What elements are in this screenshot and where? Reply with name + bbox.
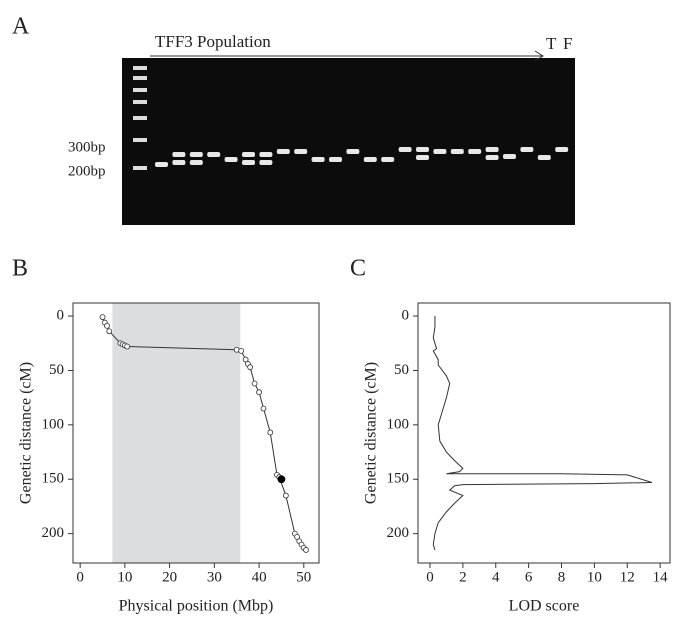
ladder-band	[133, 66, 147, 70]
x-tick-label: 40	[252, 569, 267, 585]
point	[242, 356, 249, 363]
panel-label: C	[350, 256, 366, 282]
y-tick-label: 50	[49, 362, 64, 378]
gel-band	[189, 152, 203, 157]
point	[124, 343, 131, 350]
gel	[122, 58, 575, 225]
point	[247, 364, 254, 371]
point	[267, 429, 274, 436]
size-label: 200bp	[68, 163, 106, 179]
x-tick-label: 20	[162, 569, 177, 585]
gel-band	[155, 162, 168, 167]
point	[277, 475, 286, 484]
gel-band	[276, 149, 290, 154]
point	[283, 492, 289, 499]
gel-band	[450, 149, 464, 154]
y-axis-label: Genetic distance (cM)	[18, 362, 35, 504]
x-tick-label: 0	[76, 569, 84, 585]
x-tick-label: 4	[492, 569, 500, 585]
x-axis-label: Physical position (Mbp)	[119, 598, 274, 615]
x-tick-label: 14	[653, 569, 669, 585]
x-tick-label: 12	[620, 569, 635, 585]
y-axis-label: Genetic distance (cM)	[363, 362, 380, 504]
x-tick-label: 30	[207, 569, 222, 585]
plot-frame	[72, 302, 320, 564]
gel-band	[242, 152, 255, 157]
gel-band	[172, 152, 186, 157]
point	[303, 547, 309, 553]
size-label: 300bp	[68, 139, 106, 155]
x-tick-label: 0	[426, 569, 434, 585]
gel-band	[416, 147, 429, 152]
gel-band	[363, 157, 377, 162]
point	[104, 322, 110, 329]
gel-band	[242, 160, 255, 165]
plot-frame	[417, 302, 671, 564]
gel-band	[485, 147, 499, 152]
gel-band	[294, 149, 308, 154]
ladder-band	[133, 116, 147, 120]
gel-end-label: F	[563, 34, 572, 53]
x-tick-label: 10	[587, 569, 602, 585]
gel-band	[555, 147, 569, 152]
y-tick-label: 150	[42, 471, 65, 487]
point	[238, 347, 245, 354]
y-tick-label: 0	[57, 307, 65, 323]
y-tick-label: 50	[394, 362, 409, 378]
data-line	[432, 316, 653, 551]
gel-band	[381, 157, 395, 162]
gel-band	[346, 149, 360, 154]
y-tick-label: 0	[402, 307, 410, 323]
gel-band	[329, 157, 342, 162]
gel-band	[520, 147, 534, 152]
gel-band	[207, 152, 221, 157]
ladder-band	[133, 166, 147, 170]
x-tick-label: 8	[558, 569, 566, 585]
gel-band	[172, 160, 186, 165]
x-tick-label: 10	[117, 569, 132, 585]
shaded-region	[112, 303, 241, 563]
y-tick-label: 200	[387, 525, 410, 541]
point	[106, 328, 113, 335]
point	[256, 389, 262, 396]
x-tick-label: 6	[525, 569, 533, 585]
y-tick-label: 100	[387, 416, 410, 432]
gel-band	[259, 160, 273, 165]
point	[99, 314, 106, 321]
gel-band	[259, 152, 273, 157]
gel-band	[189, 160, 203, 165]
ladder-band	[133, 76, 147, 80]
panel-label: B	[12, 256, 28, 282]
gel-band	[468, 149, 482, 154]
gel-band	[485, 155, 499, 160]
gel-band	[416, 155, 429, 160]
point	[294, 533, 300, 540]
y-tick-label: 100	[42, 416, 65, 432]
ladder-band	[133, 88, 147, 92]
arrow-head	[534, 50, 544, 62]
point	[251, 380, 258, 387]
gel-band	[537, 155, 551, 160]
gel-band	[398, 147, 412, 152]
gel-band	[433, 149, 447, 154]
panel-label: A	[12, 14, 30, 40]
gel-band	[224, 157, 238, 162]
gel-band	[311, 157, 325, 162]
gel-bands	[133, 66, 569, 170]
gel-end-label: T	[546, 34, 557, 53]
gel-band	[503, 154, 516, 159]
point	[260, 405, 267, 412]
ladder-band	[133, 100, 147, 104]
y-tick-label: 200	[42, 525, 65, 541]
x-axis-label: LOD score	[509, 598, 580, 615]
y-tick-label: 150	[387, 471, 410, 487]
x-tick-label: 50	[296, 569, 311, 585]
x-tick-label: 2	[459, 569, 467, 585]
ladder-band	[133, 138, 147, 142]
gel-title: TFF3 Population	[155, 32, 271, 51]
